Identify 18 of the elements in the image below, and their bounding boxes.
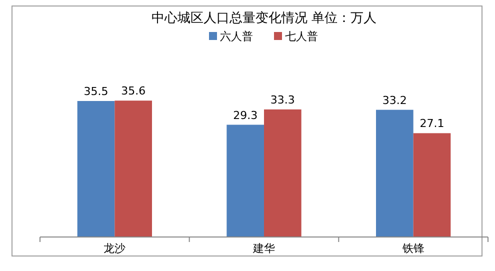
data-label: 35.5 — [84, 85, 108, 98]
bar — [413, 133, 451, 237]
legend-label: 六人普 — [220, 30, 253, 43]
data-label: 35.6 — [121, 84, 146, 98]
bar — [264, 109, 302, 237]
x-tick-label: 铁锋 — [401, 242, 424, 255]
bar — [77, 101, 115, 237]
x-tick-label: 龙沙 — [104, 242, 126, 255]
data-label: 29.3 — [233, 108, 258, 122]
bar — [226, 124, 264, 237]
data-label: 33.3 — [270, 93, 295, 106]
chart-title: 中心城区人口总量变化情况 单位：万人 — [151, 10, 377, 26]
bar — [114, 100, 152, 237]
bar — [376, 110, 414, 237]
data-label: 27.1 — [420, 117, 444, 130]
x-tick-label: 建华 — [252, 242, 275, 255]
legend-label: 七人普 — [285, 30, 318, 43]
data-label: 33.2 — [382, 94, 407, 107]
